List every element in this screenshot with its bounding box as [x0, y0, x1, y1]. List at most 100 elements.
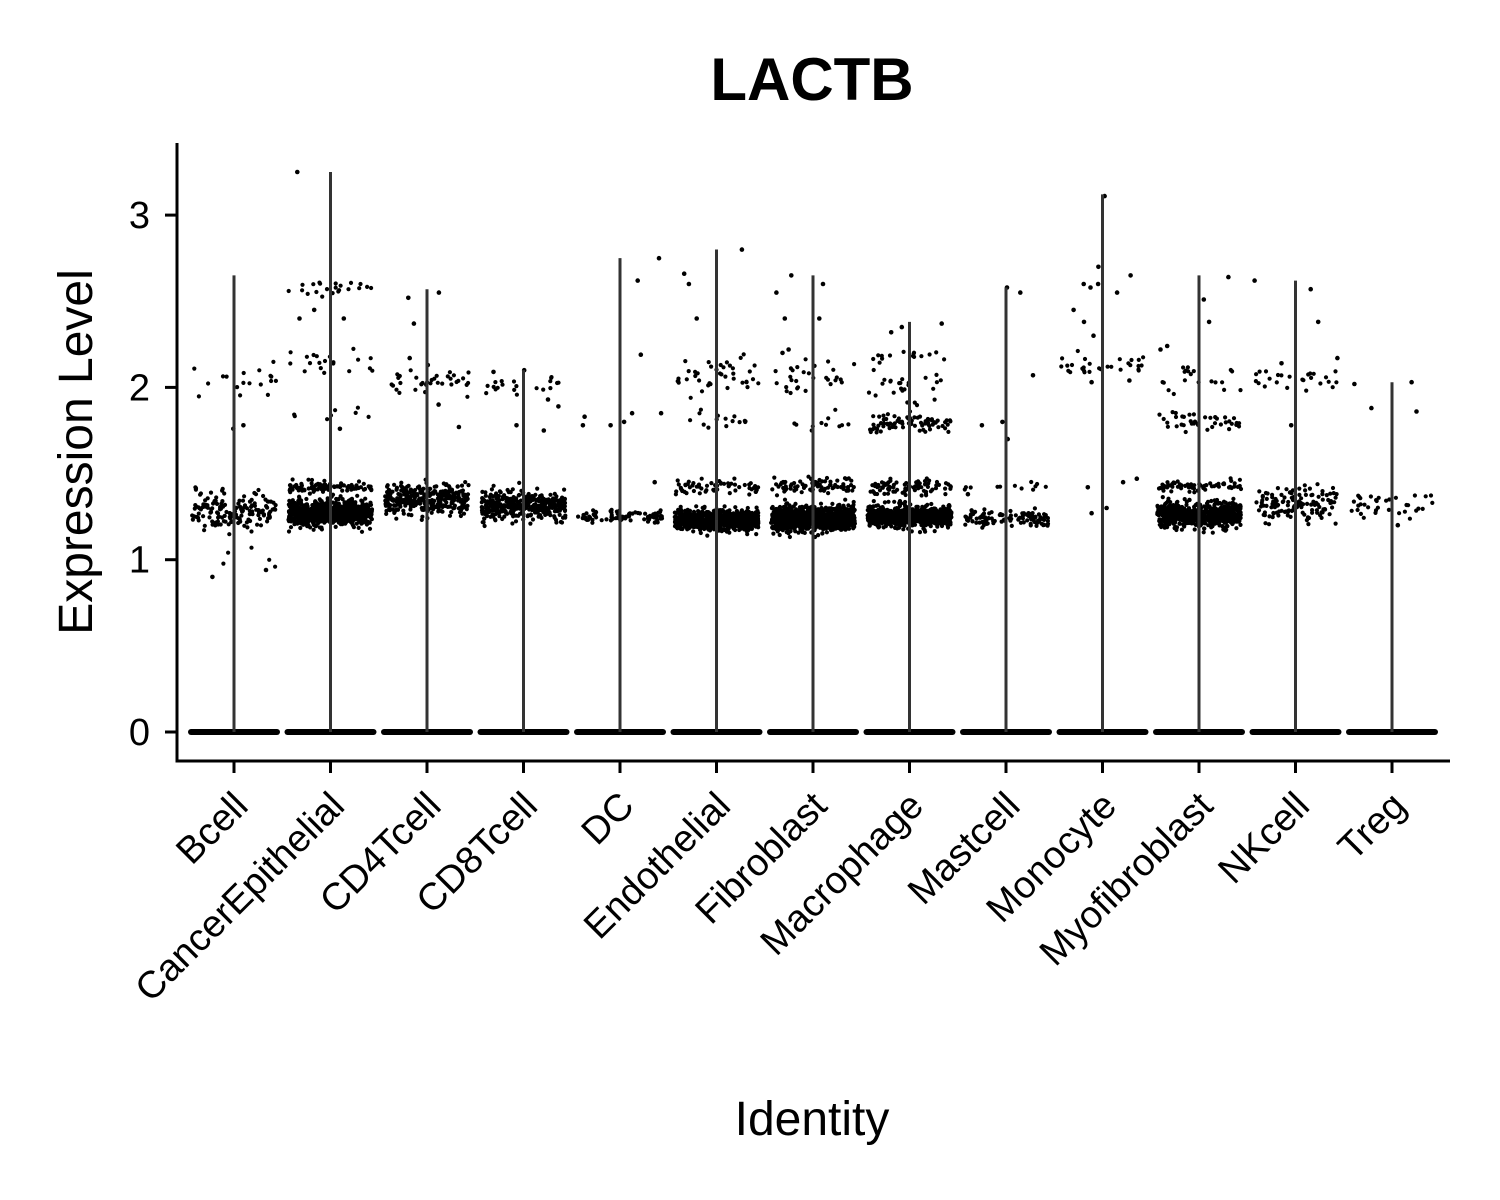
data-point — [871, 356, 876, 362]
data-point — [826, 491, 831, 496]
data-point — [351, 500, 356, 506]
data-point — [835, 478, 840, 483]
data-point — [245, 525, 250, 530]
data-point — [723, 416, 728, 421]
data-point — [409, 513, 414, 518]
data-point — [346, 510, 351, 515]
data-point — [515, 503, 520, 508]
data-point — [608, 423, 613, 428]
data-point — [301, 515, 306, 521]
data-point — [785, 521, 791, 527]
data-point — [962, 487, 967, 492]
data-point — [355, 405, 360, 410]
data-point — [685, 482, 690, 487]
data-point — [493, 518, 498, 523]
data-point — [627, 511, 632, 517]
data-point — [691, 529, 696, 534]
data-point — [455, 484, 460, 489]
data-point — [912, 415, 917, 420]
data-point — [273, 507, 278, 512]
data-point — [727, 363, 733, 368]
data-point — [500, 505, 506, 510]
data-point — [347, 517, 352, 522]
data-point — [445, 504, 450, 509]
data-point — [943, 492, 948, 497]
data-point — [793, 524, 798, 529]
data-point — [924, 517, 929, 522]
data-point — [325, 417, 330, 422]
data-point — [289, 517, 294, 522]
data-point — [249, 545, 254, 550]
data-point — [300, 282, 305, 287]
data-point — [551, 496, 556, 501]
data-point — [886, 516, 891, 521]
data-point — [211, 501, 216, 506]
data-point — [828, 382, 833, 387]
data-point — [875, 503, 881, 508]
data-point — [744, 515, 749, 520]
data-point — [267, 512, 272, 518]
data-point — [364, 520, 370, 526]
data-point — [203, 504, 208, 509]
data-point — [356, 357, 361, 362]
data-point — [249, 497, 254, 502]
data-point — [633, 510, 638, 515]
data-point — [398, 380, 403, 386]
data-point — [903, 488, 908, 493]
data-point — [292, 414, 297, 419]
data-point — [258, 523, 264, 528]
data-point — [599, 518, 604, 523]
data-point — [196, 511, 201, 516]
data-point — [804, 505, 810, 510]
data-point — [686, 369, 691, 374]
data-point — [968, 515, 973, 520]
data-point — [213, 498, 218, 503]
data-point — [341, 508, 346, 513]
data-point — [893, 489, 898, 494]
data-point — [359, 510, 364, 515]
data-point — [535, 486, 540, 491]
data-point — [845, 487, 851, 492]
data-point — [886, 499, 891, 504]
data-point — [289, 507, 294, 512]
data-point — [466, 483, 471, 488]
data-point — [932, 529, 937, 534]
data-point — [541, 387, 546, 392]
data-point — [1026, 510, 1031, 516]
data-point — [816, 517, 821, 522]
data-point — [421, 486, 426, 491]
data-point — [309, 477, 315, 483]
data-point — [846, 522, 852, 527]
data-point — [734, 508, 740, 514]
data-point — [333, 408, 338, 413]
data-point — [942, 357, 947, 362]
category-group-CD8Tcell — [477, 367, 570, 735]
data-point — [338, 504, 344, 509]
data-point — [548, 513, 553, 518]
data-point — [694, 316, 699, 321]
data-point — [248, 518, 253, 524]
data-point — [868, 489, 873, 494]
data-point — [308, 525, 313, 530]
data-point — [434, 373, 439, 378]
data-point — [205, 496, 210, 501]
data-point — [903, 503, 908, 509]
category-group-Endothelial — [670, 247, 763, 735]
data-point — [689, 519, 694, 524]
data-point — [249, 529, 254, 534]
data-point — [776, 484, 781, 489]
data-point — [777, 532, 782, 538]
data-point — [694, 504, 699, 509]
data-point — [196, 394, 201, 399]
data-point — [338, 283, 343, 288]
data-point — [432, 484, 437, 489]
data-point — [398, 492, 403, 497]
data-point — [397, 390, 402, 395]
data-point — [794, 422, 799, 427]
data-point — [553, 506, 558, 511]
data-point — [792, 488, 797, 493]
data-point — [833, 407, 838, 412]
data-point — [429, 510, 434, 515]
data-point — [718, 362, 723, 368]
data-point — [305, 511, 310, 516]
